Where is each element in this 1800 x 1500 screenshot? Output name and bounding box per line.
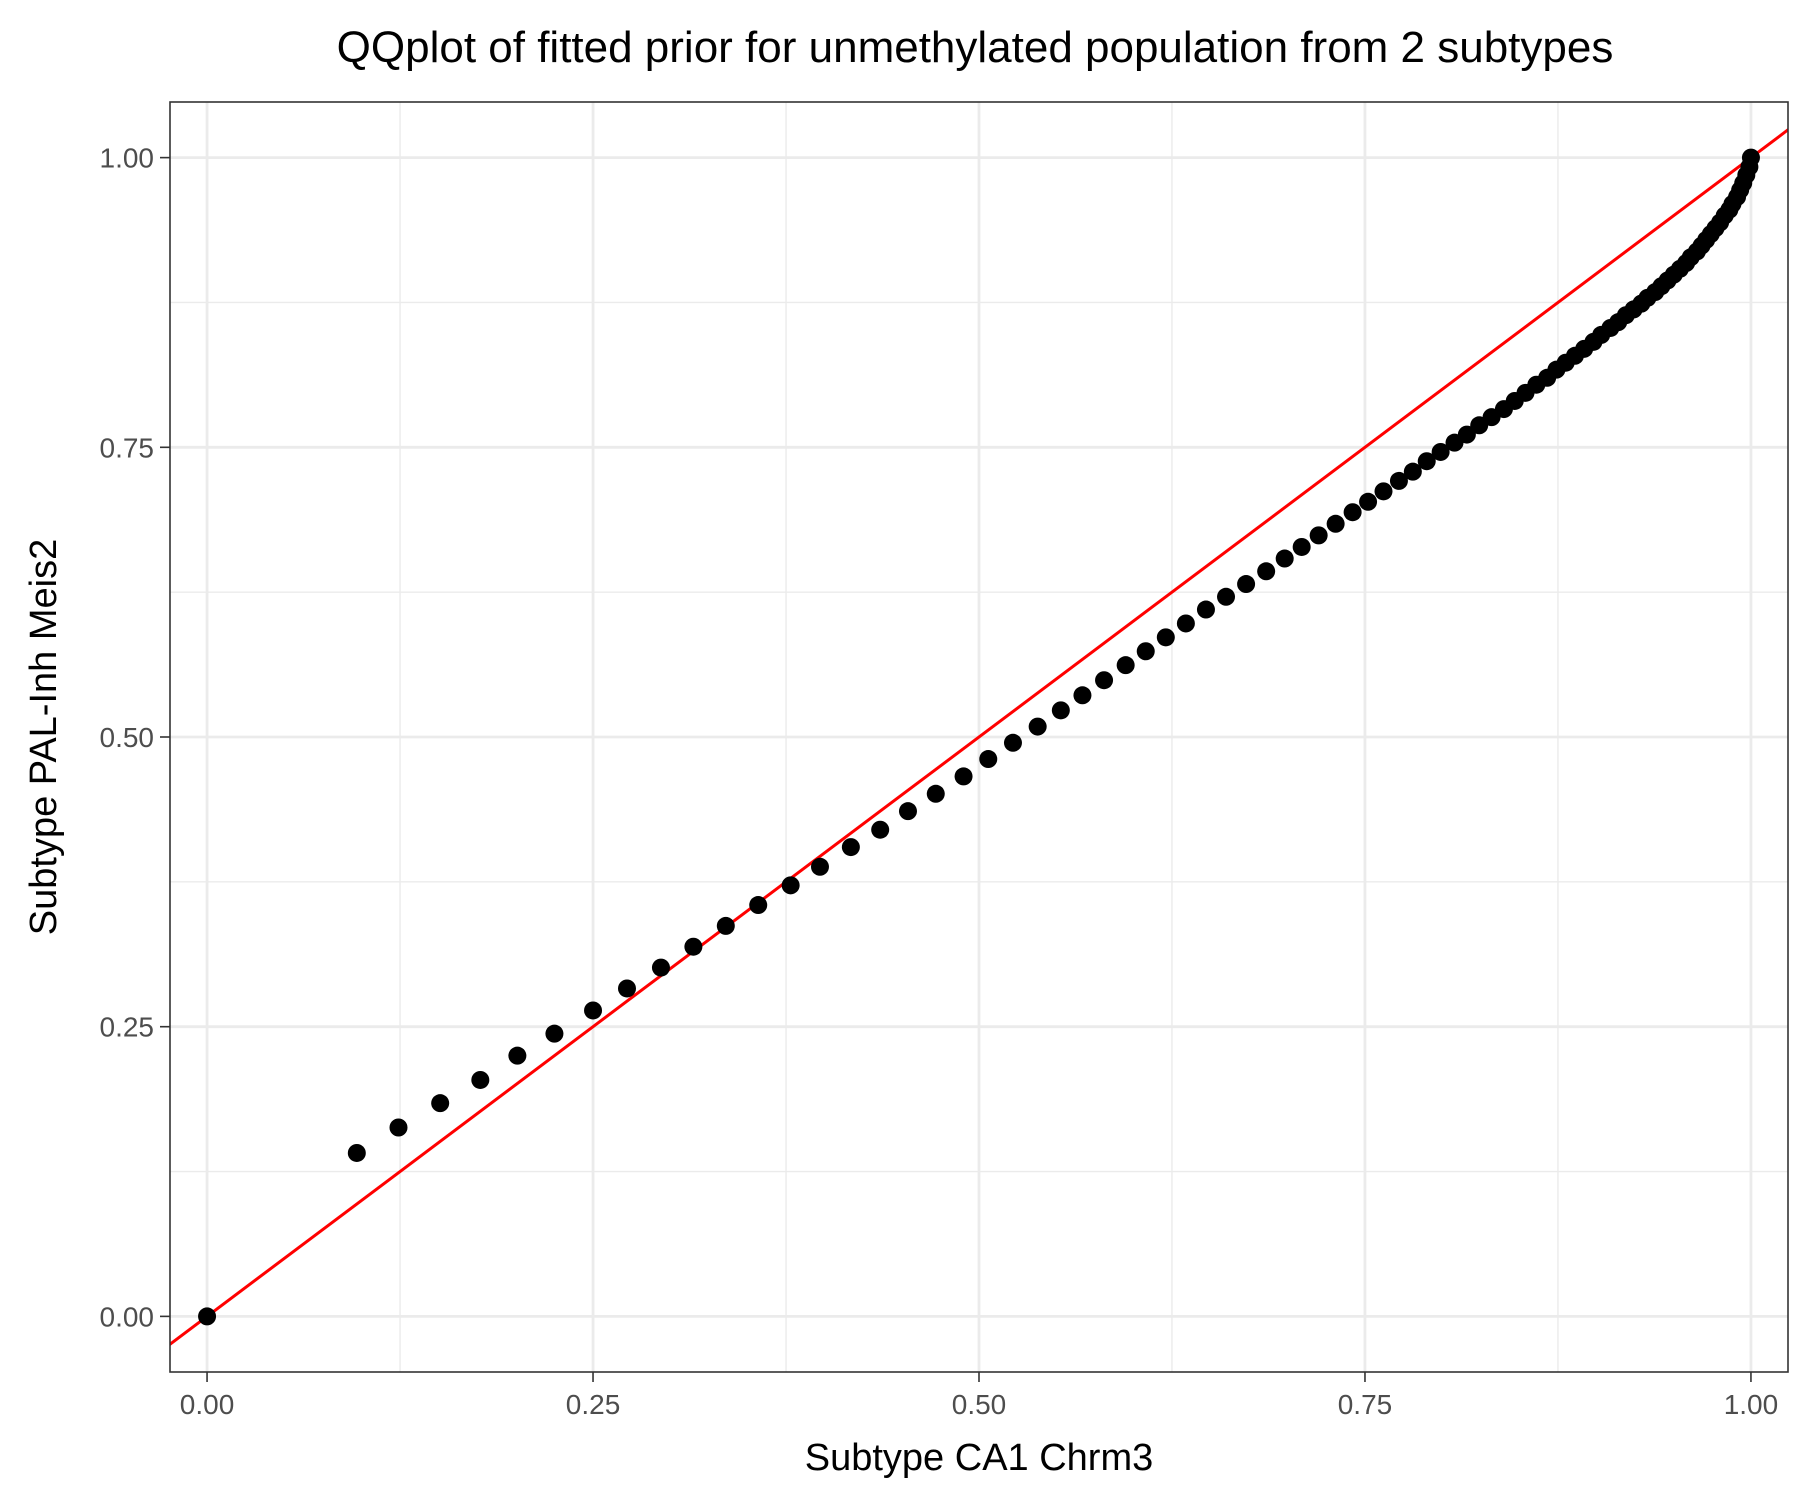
data-point (1457, 425, 1476, 444)
data-point (979, 750, 998, 769)
data-point (1741, 148, 1760, 167)
data-point (1389, 471, 1408, 490)
data-point (781, 876, 800, 895)
data-point (1275, 549, 1294, 568)
data-point (1417, 452, 1436, 471)
y-tick-label: 0.75 (100, 432, 155, 463)
data-point (1051, 701, 1070, 720)
y-tick-label: 0.50 (100, 722, 155, 753)
data-point (471, 1070, 490, 1089)
data-point (1176, 614, 1195, 633)
data-point (926, 784, 945, 803)
data-point (1136, 642, 1155, 661)
data-point (1431, 442, 1450, 461)
data-point (871, 820, 890, 839)
data-point (651, 958, 670, 977)
data-point (749, 896, 768, 915)
data-point (431, 1094, 450, 1113)
data-point (1343, 503, 1362, 522)
y-axis: 0.00 0.25 0.50 0.75 1.00 (100, 143, 170, 1332)
data-point (584, 1001, 603, 1020)
data-point (545, 1024, 564, 1043)
data-point (1156, 628, 1175, 647)
x-axis-title: Subtype CA1 Chrm3 (805, 1437, 1154, 1479)
y-tick-label: 0.00 (100, 1301, 155, 1332)
data-point (617, 979, 636, 998)
data-point (1326, 514, 1345, 533)
data-point (1359, 492, 1378, 511)
data-points (198, 148, 1760, 1326)
data-point (716, 916, 735, 935)
data-point (198, 1307, 217, 1326)
data-point (1095, 671, 1114, 690)
x-tick-label: 0.00 (180, 1389, 235, 1420)
data-point (1116, 656, 1135, 675)
y-tick-label: 1.00 (100, 143, 155, 174)
data-point (1292, 537, 1311, 556)
x-tick-label: 0.25 (566, 1389, 621, 1420)
data-point (1028, 717, 1047, 736)
x-tick-label: 0.50 (952, 1389, 1007, 1420)
data-point (1309, 526, 1328, 545)
data-point (810, 857, 829, 876)
data-point (1257, 562, 1276, 581)
data-point (389, 1118, 408, 1137)
data-point (898, 802, 917, 821)
data-point (1073, 686, 1092, 705)
data-point (1374, 482, 1393, 501)
data-point (954, 767, 973, 786)
data-point (508, 1046, 527, 1065)
data-point (1003, 733, 1022, 752)
x-tick-label: 1.00 (1724, 1389, 1779, 1420)
data-point (1217, 587, 1236, 606)
data-point (347, 1143, 366, 1162)
y-axis-title: Subtype PAL-Inh Meis2 (23, 539, 65, 935)
data-point (1196, 600, 1215, 619)
data-point (1403, 462, 1422, 481)
data-point (1237, 575, 1256, 594)
data-point (684, 937, 703, 956)
chart-title: QQplot of fitted prior for unmethylated … (337, 23, 1614, 72)
y-tick-label: 0.25 (100, 1012, 155, 1043)
data-point (841, 838, 860, 857)
x-tick-label: 0.75 (1338, 1389, 1393, 1420)
x-axis: 0.00 0.25 0.50 0.75 1.00 (180, 1372, 1778, 1420)
